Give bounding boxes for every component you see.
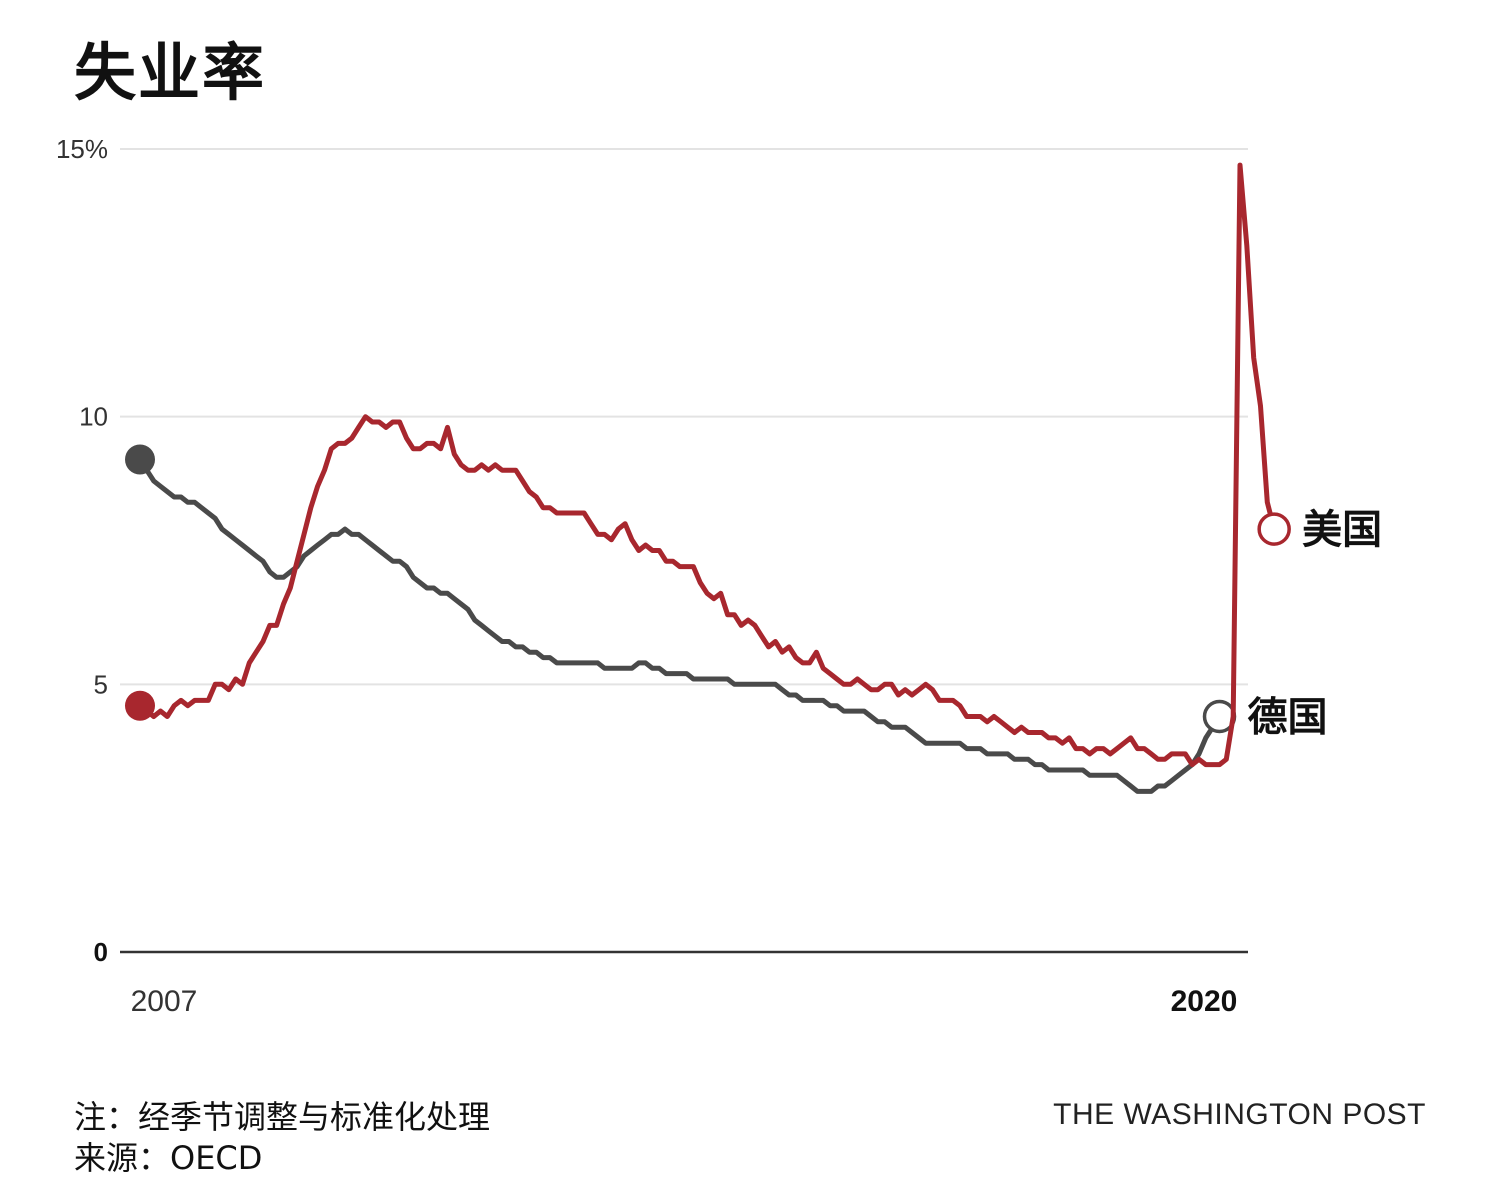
x-tick-label: 2020 [1171, 985, 1238, 1018]
grid-layer [120, 148, 1248, 686]
us-series-line [137, 162, 1277, 768]
y-tick-label: 5 [94, 669, 108, 699]
chart-title: 失业率 [74, 36, 267, 109]
germany-start-marker [125, 444, 155, 475]
series-layer [125, 162, 1291, 794]
germany-series-label: 德国 [1248, 694, 1328, 740]
chart-source: 来源：OECD [74, 1139, 263, 1177]
chart-note: 注：经季节调整与标准化处理 [74, 1098, 491, 1136]
y-tick-label: 0 [94, 937, 108, 967]
y-tick-label: 10 [79, 402, 108, 432]
germany-series-line [137, 457, 1222, 794]
us-start-marker [125, 690, 155, 721]
x-tick-label: 2007 [131, 985, 198, 1018]
label-layer: 德国 美国 [1248, 507, 1383, 740]
us-end-marker [1257, 512, 1291, 546]
publisher-credit: THE WASHINGTON POST [1053, 1098, 1426, 1131]
us-series-label: 美国 [1302, 507, 1382, 553]
axis-layer: 0 5 10 15% 2007 2020 [56, 134, 1248, 1018]
y-tick-label: 15% [56, 134, 108, 164]
